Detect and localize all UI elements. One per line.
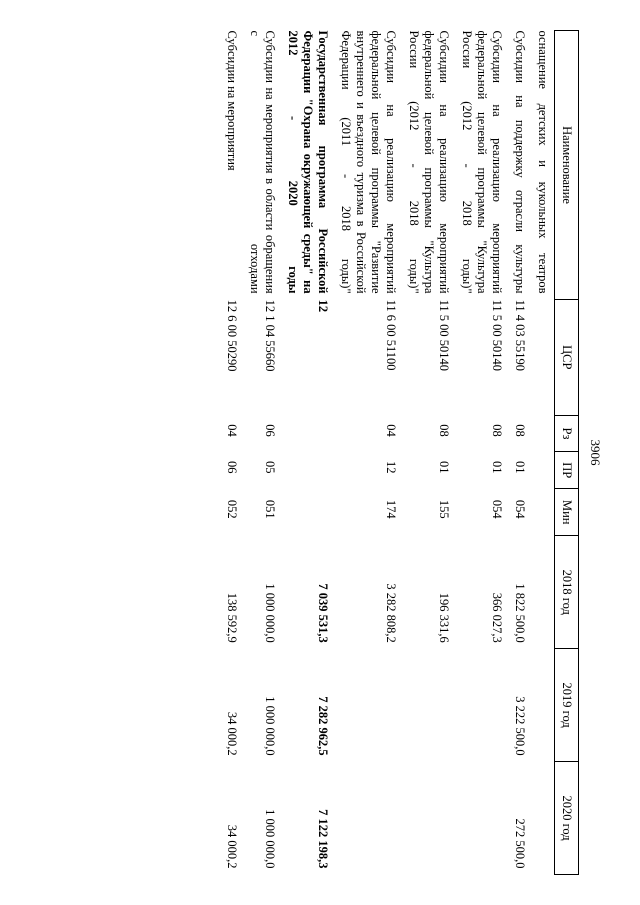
- cell-pr: 12: [334, 452, 402, 489]
- cell-csr: 11 5 00 50140: [455, 300, 508, 416]
- cell-pr: 06: [220, 452, 243, 489]
- page-number: 3906: [587, 30, 603, 875]
- cell-rz: 04: [220, 415, 243, 452]
- cell-y2020: 1 000 000,0: [243, 762, 281, 875]
- cell-rz: [531, 415, 555, 452]
- cell-y2018: 196 331,6: [402, 536, 455, 649]
- table-header-row: Наименование ЦСР Рз ПР Мин 2018 год 2019…: [555, 31, 579, 875]
- cell-pr: 01: [508, 452, 531, 489]
- cell-csr: 11 6 00 51100: [334, 300, 402, 416]
- col-2020: 2020 год: [555, 762, 579, 875]
- table-row: Государственная программа Российской Фед…: [281, 31, 334, 875]
- cell-y2019: [402, 649, 455, 762]
- cell-pr: [531, 452, 555, 489]
- cell-name: Субсидии на мероприятия в области обраще…: [243, 31, 281, 300]
- cell-pr: 05: [243, 452, 281, 489]
- cell-y2018: 138 592,9: [220, 536, 243, 649]
- cell-min: [531, 489, 555, 536]
- cell-y2020: 272 500,0: [508, 762, 531, 875]
- cell-rz: 04: [334, 415, 402, 452]
- cell-min: [281, 489, 334, 536]
- col-name: Наименование: [555, 31, 579, 300]
- cell-min: 052: [220, 489, 243, 536]
- cell-rz: 08: [402, 415, 455, 452]
- cell-name: Субсидии на поддержку отрасли культуры: [508, 31, 531, 300]
- cell-csr: 11 4 03 55190: [508, 300, 531, 416]
- cell-y2020: [334, 762, 402, 875]
- cell-name: Субсидии на мероприятия: [220, 31, 243, 300]
- cell-csr: 11 5 00 50140: [402, 300, 455, 416]
- cell-name: Государственная программа Российской Фед…: [281, 31, 334, 300]
- cell-pr: 01: [402, 452, 455, 489]
- cell-rz: 08: [508, 415, 531, 452]
- table-row: оснащение детских и кукольных театров: [531, 31, 555, 875]
- table-row: Субсидии на реализацию мероприятий федер…: [455, 31, 508, 875]
- col-pr: ПР: [555, 452, 579, 489]
- table-row: Субсидии на поддержку отрасли культуры11…: [508, 31, 531, 875]
- cell-csr: [531, 300, 555, 416]
- cell-csr: 12 1 04 55660: [243, 300, 281, 416]
- cell-y2020: [531, 762, 555, 875]
- cell-min: 054: [455, 489, 508, 536]
- cell-y2020: [402, 762, 455, 875]
- cell-y2018: 1 822 500,0: [508, 536, 531, 649]
- cell-y2018: 1 000 000,0: [243, 536, 281, 649]
- cell-y2019: 7 282 962,5: [281, 649, 334, 762]
- cell-min: 051: [243, 489, 281, 536]
- cell-y2020: 7 122 198,3: [281, 762, 334, 875]
- cell-y2019: [455, 649, 508, 762]
- cell-pr: 01: [455, 452, 508, 489]
- cell-rz: [281, 415, 334, 452]
- cell-y2018: 366 027,3: [455, 536, 508, 649]
- cell-pr: [281, 452, 334, 489]
- budget-table: Наименование ЦСР Рз ПР Мин 2018 год 2019…: [220, 30, 579, 875]
- cell-y2018: 7 039 531,3: [281, 536, 334, 649]
- cell-name: Субсидии на реализацию мероприятий федер…: [455, 31, 508, 300]
- table-row: Субсидии на реализацию мероприятий федер…: [402, 31, 455, 875]
- table-row: Субсидии на реализацию мероприятий федер…: [334, 31, 402, 875]
- cell-y2020: [455, 762, 508, 875]
- cell-min: 174: [334, 489, 402, 536]
- cell-name: оснащение детских и кукольных театров: [531, 31, 555, 300]
- cell-name: Субсидии на реализацию мероприятий федер…: [402, 31, 455, 300]
- cell-name: Субсидии на реализацию мероприятий федер…: [334, 31, 402, 300]
- cell-y2019: [531, 649, 555, 762]
- col-2019: 2019 год: [555, 649, 579, 762]
- col-csr: ЦСР: [555, 300, 579, 416]
- col-rz: Рз: [555, 415, 579, 452]
- cell-y2019: 3 222 500,0: [508, 649, 531, 762]
- cell-y2019: [334, 649, 402, 762]
- cell-rz: 06: [243, 415, 281, 452]
- cell-min: 155: [402, 489, 455, 536]
- cell-y2019: 1 000 000,0: [243, 649, 281, 762]
- cell-rz: 08: [455, 415, 508, 452]
- cell-y2018: [531, 536, 555, 649]
- table-row: Субсидии на мероприятия в области обраще…: [243, 31, 281, 875]
- cell-y2018: 3 282 808,2: [334, 536, 402, 649]
- col-min: Мин: [555, 489, 579, 536]
- cell-min: 054: [508, 489, 531, 536]
- col-2018: 2018 год: [555, 536, 579, 649]
- cell-y2019: 34 000,2: [220, 649, 243, 762]
- cell-csr: 12: [281, 300, 334, 416]
- cell-csr: 12 6 00 50290: [220, 300, 243, 416]
- table-row: Субсидии на мероприятия12 6 00 502900406…: [220, 31, 243, 875]
- cell-y2020: 34 000,2: [220, 762, 243, 875]
